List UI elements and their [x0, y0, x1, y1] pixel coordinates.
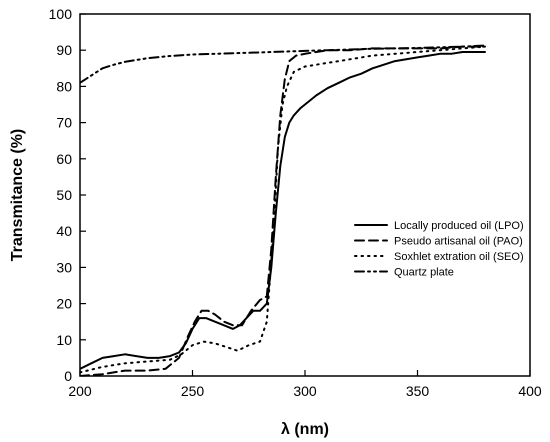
y-tick-label: 30	[56, 259, 72, 275]
legend-label: Soxhlet extration oil (SEO)	[394, 251, 524, 263]
series-line-3	[80, 45, 486, 374]
x-axis-title: λ (nm)	[281, 421, 329, 438]
legend-label: Quartz plate	[394, 267, 454, 279]
series-line-2	[80, 45, 486, 376]
x-axis: 200 250 300 350 400	[68, 370, 542, 399]
x-tick-label: 250	[181, 383, 205, 399]
y-tick-label: 50	[56, 187, 72, 203]
y-tick-label: 20	[56, 296, 72, 312]
legend-label: Pseudo artisanal oil (PAO)	[394, 236, 523, 248]
series-line-4	[80, 44, 486, 84]
y-axis-title: Transmitance (%)	[9, 129, 26, 261]
y-tick-label: 100	[49, 6, 73, 22]
series-layer	[80, 44, 486, 376]
y-tick-label: 90	[56, 42, 72, 58]
x-tick-label: 400	[518, 383, 542, 399]
plot-frame	[79, 13, 531, 377]
x-tick-label: 350	[406, 383, 430, 399]
legend-label: Locally produced oil (LPO)	[394, 220, 524, 232]
y-tick-label: 10	[56, 332, 72, 348]
x-tick-label: 300	[293, 383, 317, 399]
y-tick-label: 60	[56, 151, 72, 167]
y-tick-label: 70	[56, 115, 72, 131]
y-tick-label: 40	[56, 223, 72, 239]
y-tick-label: 0	[64, 368, 72, 384]
y-axis: 0 10 20 30 40 50 60 70 80 90 100	[49, 6, 86, 384]
y-tick-label: 80	[56, 78, 72, 94]
x-tick-label: 200	[68, 383, 92, 399]
legend: Locally produced oil (LPO) Pseudo artisan…	[354, 220, 524, 279]
